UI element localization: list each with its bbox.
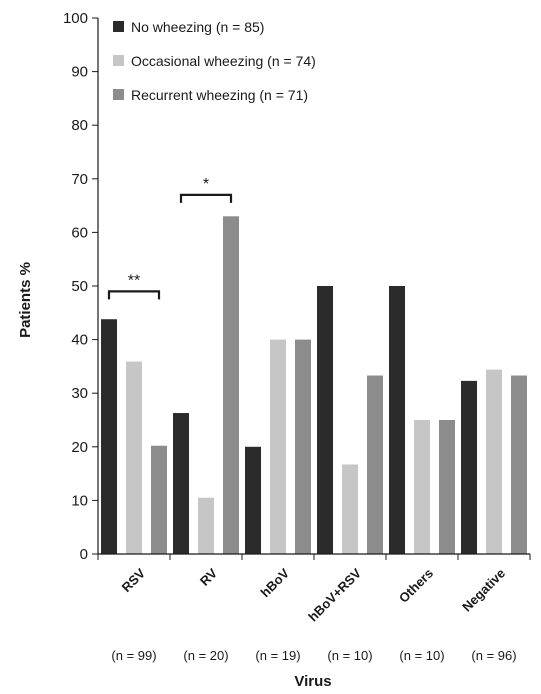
x-category-label: hBoV+RSV (305, 565, 364, 624)
legend-swatch (113, 55, 124, 66)
y-tick-label: 50 (71, 278, 88, 295)
bar (342, 464, 358, 554)
bar (101, 319, 117, 554)
bar (486, 369, 502, 554)
legend-label: Occasional wheezing (n = 74) (131, 53, 316, 69)
x-category-label: RV (197, 565, 220, 588)
y-tick-label: 60 (71, 224, 88, 241)
bar (317, 286, 333, 554)
significance-label: * (203, 176, 209, 193)
axes (97, 18, 531, 560)
bar (245, 446, 261, 554)
legend: No wheezing (n = 85) Occasional wheezing … (113, 19, 316, 103)
y-tick-label: 10 (71, 492, 88, 509)
x-axis-title: Virus (294, 673, 331, 690)
significance-label: ** (128, 272, 140, 289)
bar (173, 413, 189, 554)
category-count-label: (n = 96) (471, 648, 516, 663)
x-category-label: Negative (459, 566, 508, 615)
bar (461, 380, 477, 554)
bar (295, 339, 311, 554)
y-tick-label: 80 (71, 117, 88, 134)
x-category-label: Others (396, 566, 436, 606)
y-tick-label: 90 (71, 64, 88, 81)
category-count-label: (n = 99) (111, 648, 156, 663)
y-tick-label: 70 (71, 171, 88, 188)
y-tick-label: 40 (71, 332, 88, 349)
legend-label: Recurrent wheezing (n = 71) (131, 87, 308, 103)
y-tick-label: 100 (63, 10, 88, 27)
x-category-label: RSV (119, 565, 149, 595)
significance-markers: *** (107, 176, 233, 300)
legend-swatch (113, 89, 124, 100)
bar (151, 445, 167, 554)
y-tick-label: 0 (80, 546, 88, 563)
category-count-label: (n = 10) (399, 648, 444, 663)
legend-swatch (113, 21, 124, 32)
category-count-label: (n = 20) (183, 648, 228, 663)
bar (126, 361, 142, 554)
bar (367, 375, 383, 554)
bar (223, 216, 239, 554)
y-tick-label: 30 (71, 385, 88, 402)
bar (389, 286, 405, 554)
legend-label: No wheezing (n = 85) (131, 19, 264, 35)
significance-bracket (107, 290, 161, 300)
bar (439, 420, 455, 554)
bars (101, 216, 527, 554)
bar (270, 339, 286, 554)
y-axis-ticks: 0 10 20 30 40 50 60 70 80 90 100 (63, 10, 98, 563)
bar (198, 497, 214, 554)
y-tick-label: 20 (71, 439, 88, 456)
category-count-label: (n = 19) (255, 648, 300, 663)
significance-bracket (179, 193, 233, 203)
x-category-label: hBoV (258, 565, 293, 600)
x-axis-labels: RSV (n = 99) RV (n = 20) hBoV (n = 19) hBoV+RS… (111, 565, 516, 663)
bar (511, 375, 527, 554)
y-axis-title: Patients % (17, 262, 34, 338)
bar (414, 420, 430, 554)
category-count-label: (n = 10) (327, 648, 372, 663)
